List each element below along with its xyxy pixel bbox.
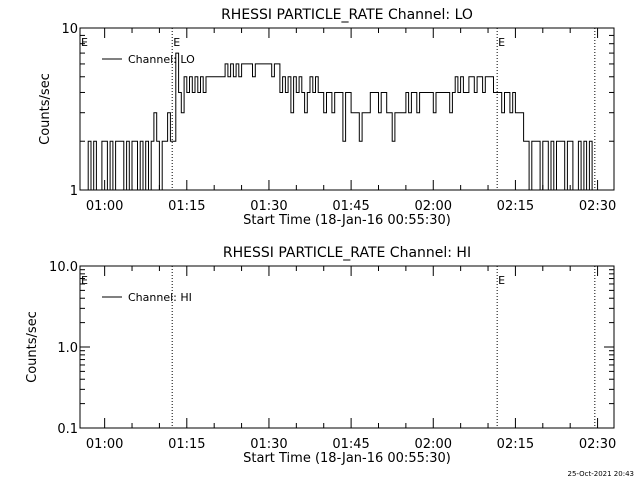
x-tick-label: 01:30 [250,437,287,452]
x-tick-label: 01:45 [332,437,369,452]
series-line-channel-lo [80,52,598,190]
legend-label: Channel: LO [128,53,195,66]
y-tick-label: 10.0 [49,260,78,275]
y-tick-label: 1.0 [57,341,78,356]
plot-frame [79,27,615,191]
x-tick-label: 02:30 [579,199,616,214]
chart-title: RHESSI PARTICLE_RATE Channel: HI [223,245,471,261]
x-axis-label: Start Time (18-Jan-16 00:55:30) [243,451,451,466]
start-marker-label: E [81,274,88,287]
y-axis-label: Counts/sec [38,73,53,145]
x-tick-label: 01:00 [86,199,123,214]
x-tick-label: 02:15 [497,437,534,452]
x-tick-label: 01:30 [250,199,287,214]
chart-title: RHESSI PARTICLE_RATE Channel: LO [221,7,473,23]
x-tick-label: 01:00 [86,437,123,452]
x-tick-label: 02:15 [497,199,534,214]
lo-channel-panel: RHESSI PARTICLE_RATE Channel: LO 1 10 Count… [38,7,616,228]
event-marker-label: E [173,36,180,49]
x-tick-label: 02:00 [415,199,452,214]
x-tick-label: 01:45 [332,199,369,214]
event-marker-label: E [498,36,505,49]
y-axis-label: Counts/sec [25,311,40,383]
hi-channel-panel: RHESSI PARTICLE_RATE Channel: HI 0.1 1.0 10… [25,245,616,466]
legend-label: Channel: HI [128,291,192,304]
y-tick-label: 0.1 [57,422,78,437]
y-tick-label: 1 [70,184,78,199]
x-axis-label: Start Time (18-Jan-16 00:55:30) [243,213,451,228]
x-tick-label: 02:00 [415,437,452,452]
event-marker-label: E [498,274,505,287]
timestamp-label: 25-Oct-2021 20:43 [568,470,634,478]
start-marker-label: E [81,36,88,49]
x-tick-label: 01:15 [168,199,205,214]
x-tick-label: 02:30 [579,437,616,452]
y-tick-label: 10 [61,22,78,37]
x-tick-label: 01:15 [168,437,205,452]
